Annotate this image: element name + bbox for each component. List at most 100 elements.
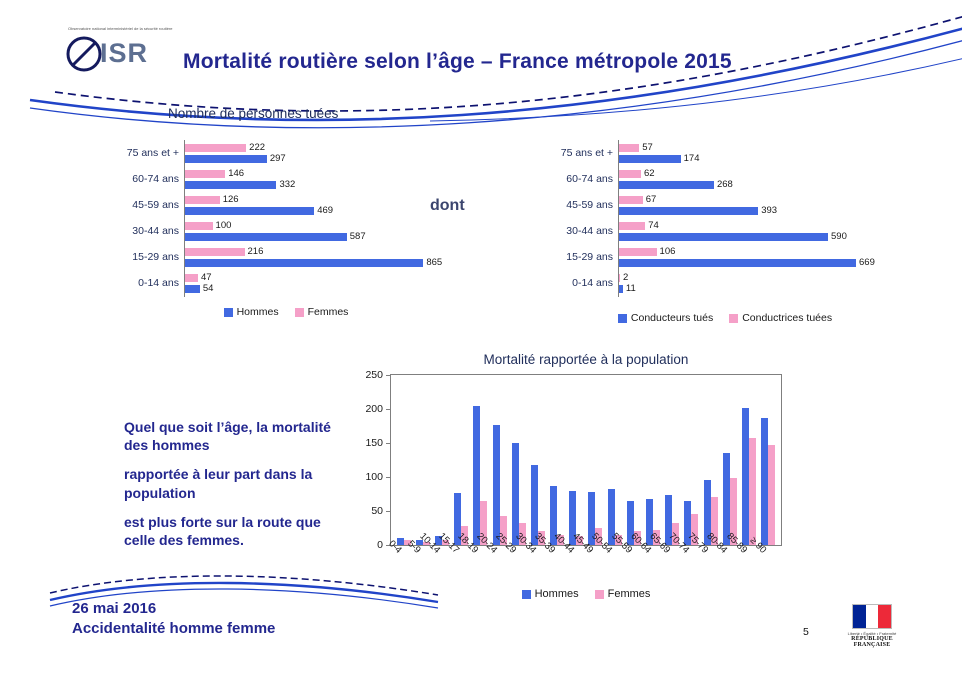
bar-group: 5-9: [405, 375, 430, 556]
hbar-row: 30-44 ans 100 587: [118, 217, 454, 245]
bar-value-label: 222: [249, 142, 266, 153]
bar-value-label: 268: [716, 179, 733, 190]
hommes-bar: [619, 206, 759, 215]
y-tick-label: 50: [371, 505, 383, 517]
femmes-bar: [672, 522, 680, 545]
category-label: 75 ans et +: [126, 147, 179, 159]
chart-subtitle: Nombre de personnes tuées: [168, 106, 339, 121]
legend-item: Femmes: [294, 306, 349, 318]
bar-value-label: 11: [625, 283, 636, 294]
bar-line: 11: [619, 283, 888, 294]
category-label: 30-44 ans: [132, 225, 179, 237]
legend-swatch: [294, 307, 304, 317]
onisr-logo-caption: Observatoire national interministériel d…: [68, 26, 173, 31]
footer-title: Accidentalité homme femme: [72, 620, 276, 637]
legend-label: Femmes: [307, 306, 349, 318]
y-tick-label: 250: [365, 369, 383, 381]
category-bars: 100 587: [184, 217, 454, 245]
category-label: 15-29 ans: [132, 251, 179, 263]
legend-item: Femmes: [594, 588, 650, 600]
category-bars: 2 11: [618, 269, 888, 297]
hommes-bar: [492, 424, 500, 545]
hommes-bar: [569, 490, 577, 545]
bar-value-label: 590: [831, 231, 847, 242]
legend-label: Conducteurs tués: [630, 312, 714, 324]
hommes-bar: [185, 284, 200, 293]
hommes-bar: [415, 539, 423, 545]
government-logo: Liberté • Égalité • Fraternité RÉPUBLIQU…: [836, 604, 908, 648]
persons-killed-chart: 75 ans et +222 297 60-74 ans 146 332 45-59 an…: [118, 139, 454, 297]
hbar-row: 15-29 ans 216 865: [118, 243, 454, 271]
femmes-bar: [691, 514, 699, 545]
population-chart-body: 0 50 100 150 200 250 0-4 5-9 10-14 15-17 18-19 20-…: [356, 369, 806, 556]
hommes-bar: [741, 407, 749, 545]
population-chart-title: Mortalité rapportée à la population: [483, 352, 689, 367]
bar-line: 67: [619, 194, 888, 205]
bar-line: 216: [185, 246, 454, 257]
onisr-logo: Observatoire national interministériel d…: [64, 26, 194, 75]
category-label: 15-29 ans: [566, 251, 613, 263]
y-tick: [386, 443, 390, 444]
bar-value-label: 146: [228, 168, 245, 179]
bar-group: 0-4: [386, 375, 411, 556]
bar-value-label: 587: [349, 231, 366, 242]
category-bars: 222 297: [184, 139, 454, 167]
onisr-logo-row: ISR: [64, 31, 194, 75]
category-label: 0-14 ans: [572, 277, 613, 289]
bar-value-label: 62: [643, 168, 655, 179]
y-tick: [386, 545, 390, 546]
bar-value-label: 57: [642, 142, 653, 153]
bar-value-label: 100: [215, 220, 232, 231]
page-number: 5: [803, 626, 809, 638]
bar-line: 126: [185, 194, 454, 205]
hommes-bar: [550, 485, 558, 545]
bar-group: 10-14: [417, 375, 449, 556]
femmes-bar: [557, 535, 565, 545]
bar-group: 25-29: [494, 375, 526, 556]
hbar-row: 60-74 ans 62 268: [552, 165, 888, 193]
category-label: 60-74 ans: [566, 173, 613, 185]
y-tick: [386, 409, 390, 410]
bar-group: 45-49: [570, 375, 603, 556]
government-name: RÉPUBLIQUE FRANÇAISE: [851, 636, 893, 648]
hommes-bar: [684, 500, 692, 545]
french-flag-icon: [852, 604, 892, 629]
dont-label: dont: [430, 197, 465, 214]
category-label: 0-14 ans: [138, 277, 179, 289]
bar-group: 60-64: [628, 375, 661, 556]
onisr-circle-icon: [66, 36, 102, 72]
onisr-logo-text: ISR: [100, 37, 149, 68]
femmes-bar: [619, 195, 643, 204]
category-bars: 67 393: [618, 191, 888, 219]
bar-line: 865: [185, 257, 454, 268]
bar-value-label: 174: [683, 153, 700, 164]
femmes-bar: [185, 195, 220, 204]
femmes-bar: [768, 445, 776, 545]
femmes-bar: [441, 540, 449, 545]
hommes-bar: [761, 417, 769, 545]
commentary: Quel que soit l’âge, la mortalité des ho…: [124, 418, 354, 560]
hommes-bar: [511, 443, 519, 545]
bar-value-label: 54: [202, 283, 214, 294]
femmes-bar: [185, 273, 198, 282]
femmes-bar: [619, 273, 620, 282]
population-chart: Mortalité rapportée à la population 0 50 1…: [356, 352, 806, 600]
femmes-bar: [422, 541, 430, 545]
femmes-bar: [729, 478, 737, 545]
hommes-bar: [454, 492, 462, 545]
flag-red-stripe: [878, 605, 892, 628]
bar-line: 2: [619, 272, 888, 283]
bar-line: 669: [619, 257, 888, 268]
legend-swatch: [594, 589, 604, 599]
slide-title: Mortalité routière selon l’âge – France …: [183, 50, 732, 73]
bar-group: 75-79: [686, 375, 718, 556]
bar-group: 30-34: [513, 375, 545, 556]
hommes-bar: [619, 284, 623, 293]
flag-white-stripe: [865, 605, 879, 628]
femmes-bar: [518, 522, 526, 545]
hommes-bar: [619, 180, 714, 189]
government-motto: Liberté • Égalité • Fraternité: [847, 631, 897, 636]
bar-value-label: 469: [317, 205, 334, 216]
commentary-line: rapportée à leur part dans la population: [124, 466, 313, 501]
category-label: 75 ans et +: [560, 147, 613, 159]
